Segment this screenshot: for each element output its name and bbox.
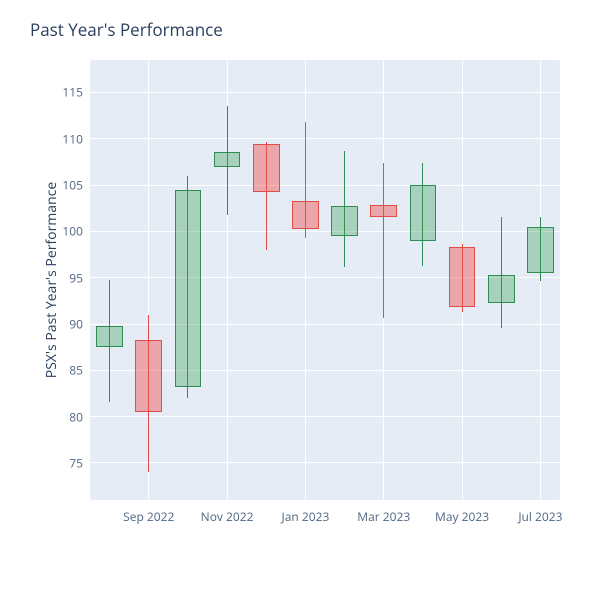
candle-body — [449, 247, 476, 307]
x-tick-label: Mar 2023 — [357, 508, 410, 525]
y-tick-label: 85 — [55, 362, 83, 379]
gridline-horizontal — [90, 138, 560, 139]
candle-body — [488, 275, 515, 303]
candle-wick — [501, 217, 502, 327]
y-tick-label: 105 — [55, 177, 83, 194]
gridline-horizontal — [90, 324, 560, 325]
candle-body — [214, 152, 241, 167]
candle-body — [527, 227, 554, 273]
gridline-horizontal — [90, 462, 560, 463]
y-tick-label: 115 — [55, 84, 83, 101]
x-tick-label: Sep 2022 — [123, 508, 174, 525]
candle-body — [292, 201, 319, 229]
y-tick-label: 80 — [55, 408, 83, 425]
candle-body — [96, 326, 123, 347]
candle-body — [410, 185, 437, 241]
chart-title: Past Year's Performance — [30, 18, 223, 41]
x-tick-label: Jul 2023 — [518, 508, 562, 525]
candlestick-chart: Past Year's Performance PSX's Past Year'… — [0, 0, 600, 600]
x-tick-label: May 2023 — [435, 508, 489, 525]
gridline-horizontal — [90, 416, 560, 417]
candle-body — [135, 340, 162, 412]
y-tick-label: 100 — [55, 223, 83, 240]
candle-body — [370, 205, 397, 217]
gridline-horizontal — [90, 185, 560, 186]
y-tick-label: 95 — [55, 269, 83, 286]
candle-wick — [383, 163, 384, 319]
gridline-horizontal — [90, 231, 560, 232]
candle-body — [175, 190, 202, 387]
y-tick-label: 75 — [55, 454, 83, 471]
candle-body — [253, 144, 280, 192]
gridline-horizontal — [90, 92, 560, 93]
y-tick-label: 110 — [55, 130, 83, 147]
y-tick-label: 90 — [55, 316, 83, 333]
x-tick-label: Jan 2023 — [282, 508, 330, 525]
x-tick-label: Nov 2022 — [201, 508, 254, 525]
candle-body — [331, 206, 358, 236]
